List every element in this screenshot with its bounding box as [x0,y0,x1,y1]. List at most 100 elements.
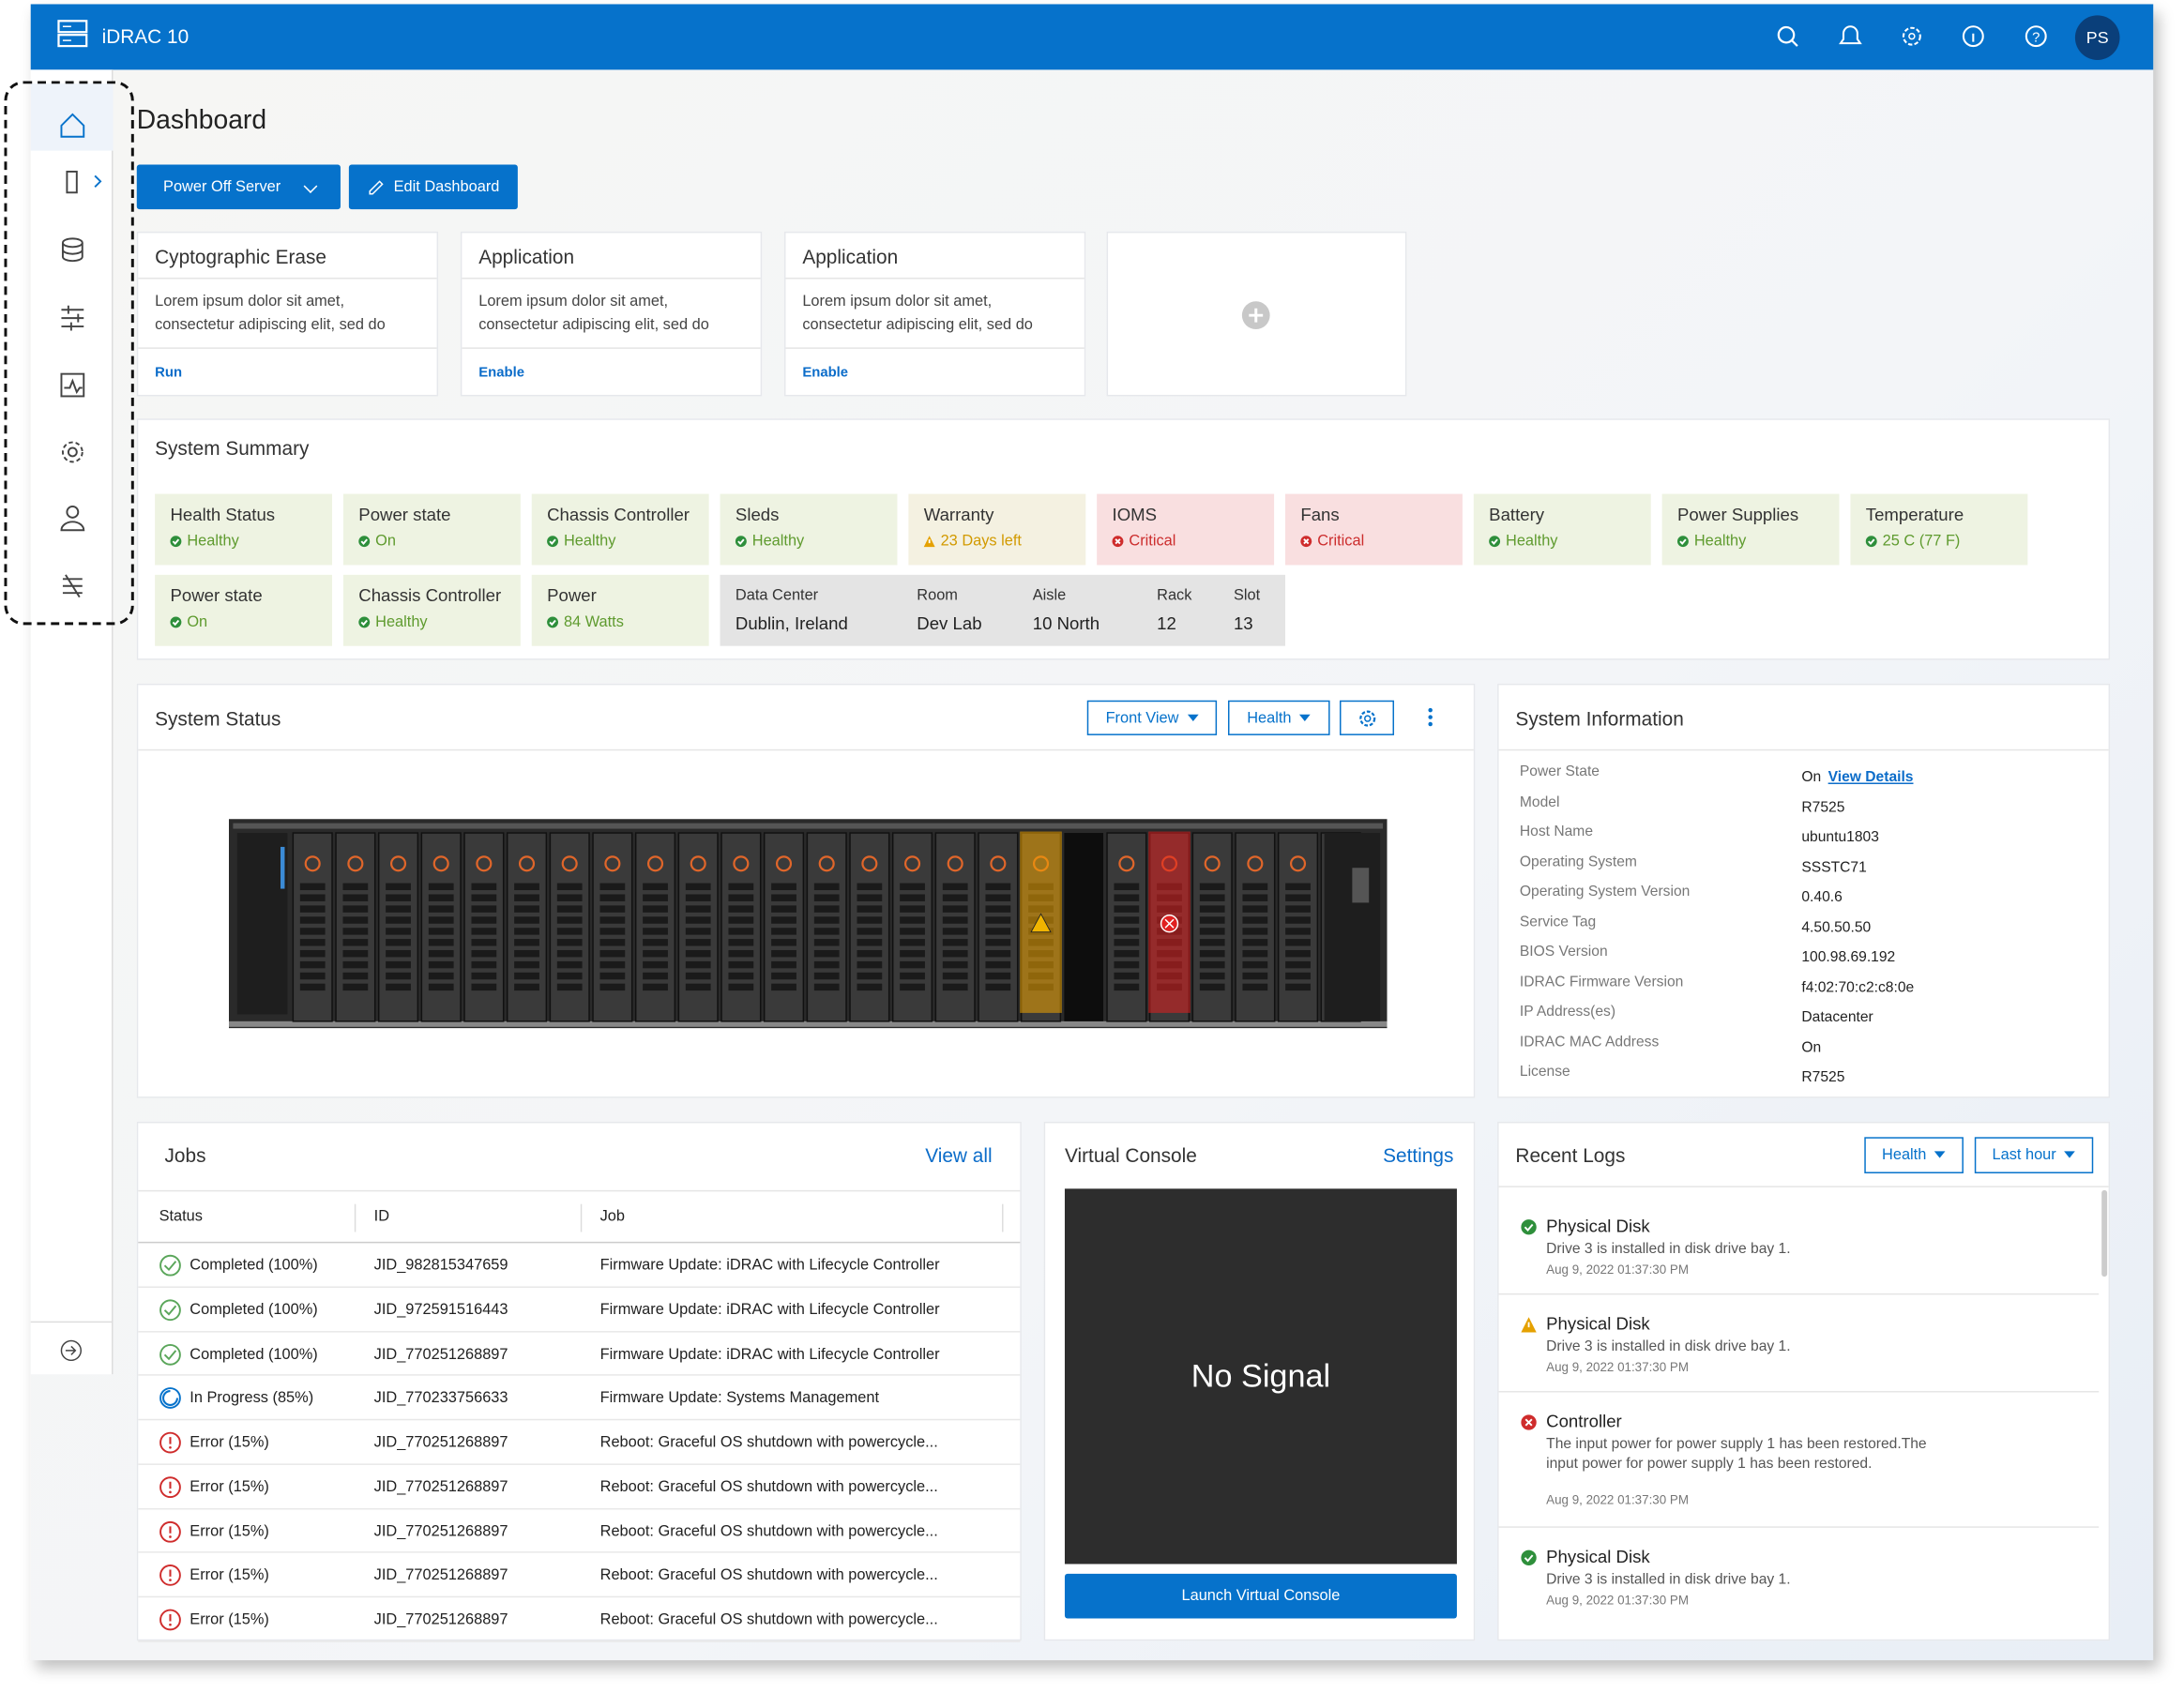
tile-label: Chassis Controller [547,505,690,525]
job-status: Completed (100%) [190,1257,318,1275]
summary-tile: Fans Critical [1284,493,1463,566]
launch-button-label: Launch Virtual Console [1181,1587,1341,1605]
card-action[interactable]: Run [155,365,183,382]
status-icon [1676,536,1689,548]
summary-tile: Health Status Healthy [155,493,333,566]
power-button-label: Power Off Server [163,178,281,196]
tile-status: On [375,533,396,551]
card-action[interactable]: Enable [802,365,849,382]
job-row[interactable]: Error (15%) JID_770251268897 Reboot: Grace… [138,1597,1021,1642]
info-label: Power State [1519,763,1600,780]
launch-button[interactable]: Launch Virtual Console [1064,1573,1457,1619]
product-name: iDRAC 10 [101,24,190,48]
dropdown-button[interactable]: Front View [1086,700,1218,735]
card-body: Lorem ipsum dolor sit amet, consectetur … [802,293,1033,334]
dropdown-label: Health [1247,709,1292,727]
panel-title: Jobs [164,1143,206,1167]
column-separator [580,1203,583,1232]
tile-label: Sleds [735,505,780,525]
action-card: Cyptographic Erase Lorem ipsum dolor sit … [136,231,439,397]
job-row[interactable]: Completed (100%) JID_982815347659 Firmware… [138,1243,1021,1288]
log-entry[interactable]: Physical Disk Drive 3 is installed in dis… [1499,1528,2100,1625]
card-divider [138,347,437,349]
log-message: The input power for power supply 1 has b… [1546,1435,1927,1473]
location-tile: Data Center Dublin, Ireland Room Dev Lab Ais… [720,574,1285,646]
recent-logs: Recent Logs Health Last hour Physical Disk D… [1497,1121,2111,1641]
job-name: Reboot: Graceful OS shutdown with powerc… [599,1566,938,1584]
tile-status: Healthy [187,533,239,551]
virtual-console: Virtual Console Settings No Signal Launch V… [1043,1121,1476,1641]
dropdown-caret [303,179,318,193]
edit-button[interactable]: Edit Dashboard [348,164,518,210]
job-row[interactable]: Error (15%) JID_770251268897 Reboot: Grace… [138,1465,1021,1509]
job-row[interactable]: Error (15%) JID_770251268897 Reboot: Grace… [138,1420,1021,1465]
job-row[interactable]: Error (15%) JID_770251268897 Reboot: Grace… [138,1553,1021,1598]
tile-label: Power state [358,505,451,525]
job-name: Firmware Update: iDRAC with Lifecycle Co… [599,1345,940,1363]
tile-label: Temperature [1865,505,1964,525]
log-message: Drive 3 is installed in disk drive bay 1… [1546,1240,1791,1258]
view-all-link[interactable]: View all [925,1143,993,1167]
no-signal-text: No Signal [1191,1357,1331,1395]
job-row[interactable]: In Progress (85%) JID_770233756633 Firmwar… [138,1376,1021,1421]
more-menu[interactable] [1425,704,1436,733]
column-header: ID [373,1208,390,1226]
add-card[interactable] [1106,231,1407,397]
job-status: Error (15%) [190,1522,269,1540]
settings-button[interactable] [1340,700,1395,735]
sidebar-active[interactable] [30,83,114,151]
tile-status: 23 Days left [940,533,1022,551]
filter-button[interactable]: Last hour [1974,1137,2094,1173]
log-message: Drive 3 is installed in disk drive bay 1… [1546,1338,1791,1355]
toolbar-icons[interactable]: ? [1775,23,2082,52]
caret [1934,1151,1947,1158]
summary-tile: Power state On [342,493,521,566]
job-row[interactable]: Error (15%) JID_770251268897 Reboot: Grace… [138,1509,1021,1553]
job-status: Error (15%) [190,1611,269,1628]
tile-status: Healthy [751,533,805,551]
avatar[interactable]: PS [2074,15,2120,60]
logo-icon [57,20,88,48]
card-action[interactable]: Enable [478,365,524,382]
tile-status: On [187,613,208,631]
job-row[interactable]: Completed (100%) JID_972591516443 Firmware… [138,1288,1021,1332]
view-details-link[interactable]: View Details [1828,768,1914,786]
gear-icon [1358,709,1375,726]
log-entry[interactable]: Physical Disk Drive 3 is installed in dis… [1498,1294,2100,1393]
location-value: 13 [1233,613,1253,634]
info-label: IP Address(es) [1519,1003,1616,1020]
log-entry[interactable]: Controller The input power for power supp… [1498,1393,2100,1528]
caret [2064,1151,2076,1158]
panel-divider [138,1189,1021,1192]
scrollbar [2101,1189,2108,1277]
system-status: System Status Front View Health [136,683,1476,1098]
settings-link[interactable]: Settings [1383,1143,1454,1167]
info-label: Service Tag [1519,913,1597,930]
job-name: Reboot: Graceful OS shutdown with powerc… [599,1434,938,1451]
panel-title: System Information [1515,707,1684,730]
info-value: Datacenter [1801,1008,1873,1026]
summary-tile: Power 84 Watts [531,574,709,646]
status-icon [1865,536,1877,548]
info-label: Host Name [1519,823,1594,840]
tile-label: IOMS [1112,505,1158,525]
location-label: Room [917,587,958,605]
location-label: Aisle [1032,587,1067,605]
summary-tile: Battery Healthy [1473,493,1651,566]
info-value: SSSTC71 [1801,858,1867,876]
filter-button[interactable]: Health [1864,1137,1964,1173]
job-row[interactable]: Completed (100%) JID_770251268897 Firmware… [138,1332,1021,1377]
job-status-icon [159,1254,181,1277]
status-icon [547,616,558,628]
collapse-button[interactable] [30,1321,114,1375]
job-name: Firmware Update: iDRAC with Lifecycle Co… [599,1257,940,1275]
caret [1187,713,1199,721]
dropdown-button[interactable]: Health [1228,700,1330,735]
power-button[interactable]: Power Off Server [136,164,341,210]
tile-label: Fans [1300,505,1340,525]
info-value: R7525 [1801,798,1845,816]
log-entry[interactable]: Physical Disk Drive 3 is installed in dis… [1498,1197,2100,1295]
sidebar-icons[interactable] [31,83,114,613]
status-icon [170,616,182,628]
job-status-icon [159,1431,181,1454]
